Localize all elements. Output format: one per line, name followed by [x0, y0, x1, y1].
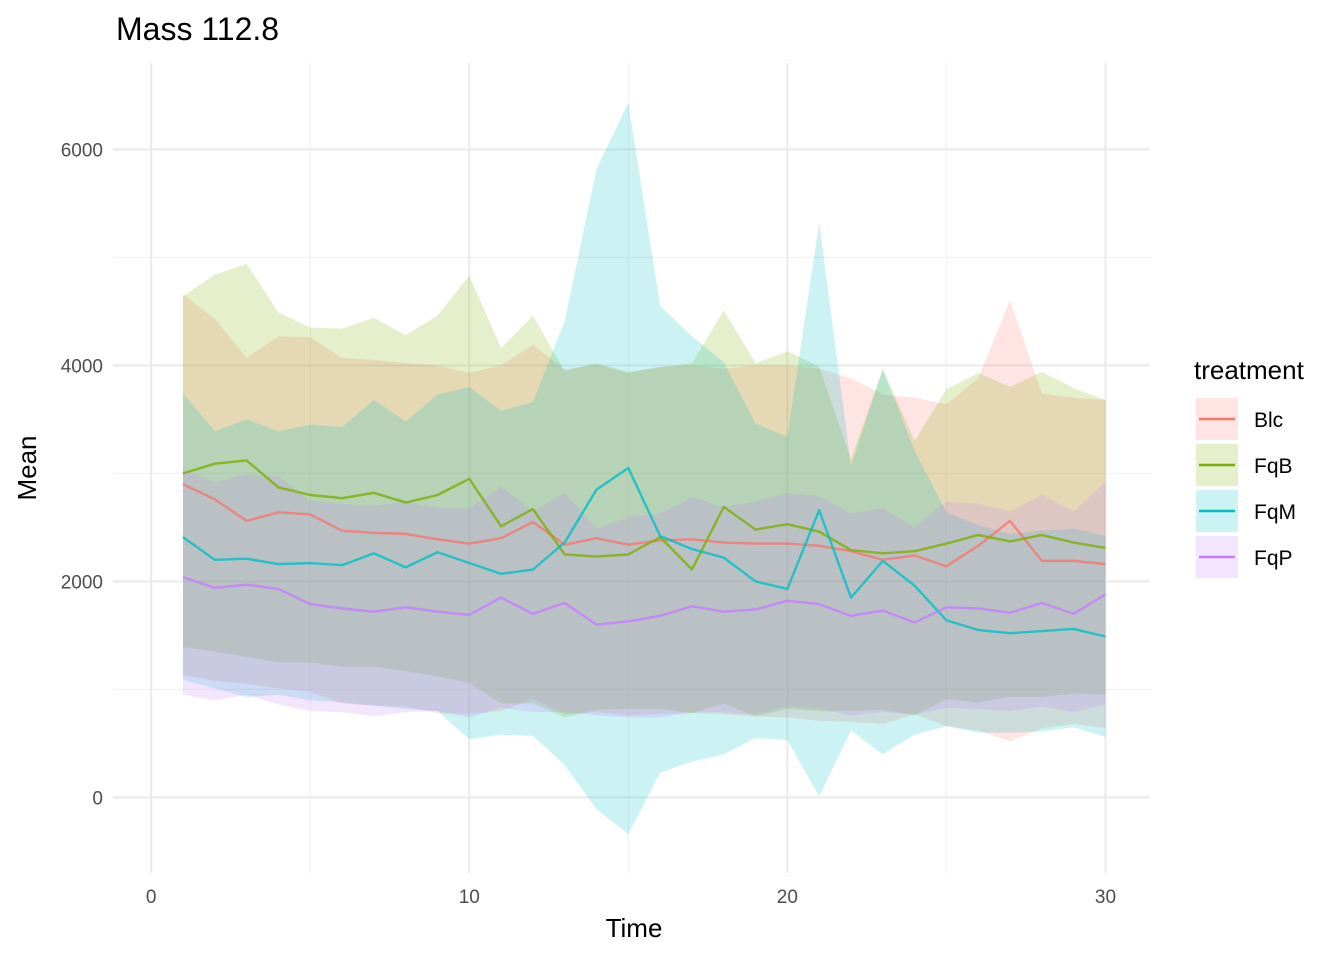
y-axis-title: Mean: [12, 435, 42, 500]
ribbon-fqp: [182, 469, 1106, 718]
chart-title: Mass 112.8: [116, 11, 279, 47]
y-tick-label: 6000: [61, 140, 103, 161]
ribbon-blc: [182, 294, 1106, 742]
legend-label: FqB: [1254, 455, 1293, 478]
line-fqm: [182, 466, 1106, 638]
x-tick-label: 0: [146, 887, 157, 908]
y-tick-label: 2000: [61, 572, 103, 593]
x-tick-label: 30: [1095, 887, 1116, 908]
legend-label: Blc: [1254, 409, 1283, 432]
tick-labels: 0 10 20 30 0 2000 4000 6000: [61, 140, 1116, 908]
ribbon-fqm: [182, 102, 1106, 835]
ribbons: [182, 102, 1106, 835]
line-blc: [182, 483, 1106, 568]
y-tick-label: 0: [92, 788, 103, 809]
legend-label: FqM: [1254, 501, 1296, 524]
x-tick-label: 10: [459, 887, 480, 908]
y-tick-label: 4000: [61, 356, 103, 377]
x-axis-title: Time: [606, 913, 663, 943]
x-tick-label: 20: [777, 887, 798, 908]
ribbon-fqb: [182, 263, 1106, 718]
series-lines: [182, 459, 1107, 638]
line-fqb: [182, 459, 1106, 571]
line-fqp: [182, 575, 1107, 626]
legend-title: treatment: [1194, 355, 1305, 385]
legend-label: FqP: [1254, 547, 1293, 570]
legend: treatment Blc FqB FqM FqP: [1194, 355, 1305, 578]
